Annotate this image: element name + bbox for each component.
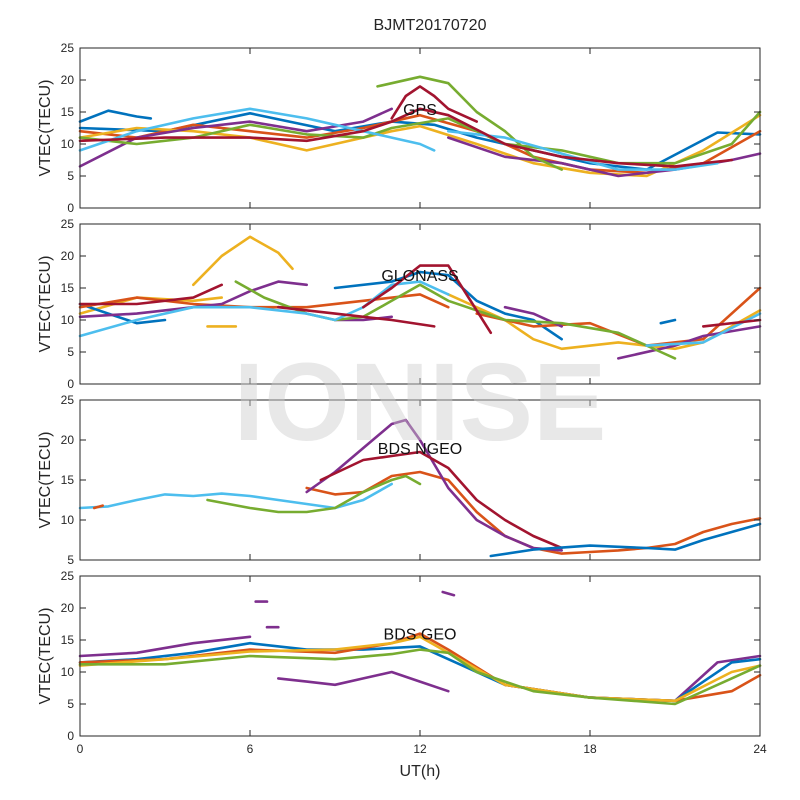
y-tick-label: 20 xyxy=(61,249,75,263)
x-tick-label: 6 xyxy=(247,742,254,756)
y-axis-label: VTEC(TECU) xyxy=(37,256,54,353)
y-tick-label: 15 xyxy=(61,281,75,295)
y-tick-label: 5 xyxy=(67,553,74,567)
panel-annotation: GLONASS xyxy=(381,268,458,285)
series-line-1-4 xyxy=(78,302,167,325)
series-line-2-6 xyxy=(489,522,762,558)
panel-1: 0 5 10 15 20 25 VTEC(TECU) GLONASS xyxy=(37,217,762,391)
series-line-0-3 xyxy=(78,113,762,178)
series-line-1-8 xyxy=(475,286,762,347)
y-tick-label: 10 xyxy=(61,513,75,527)
series-line-0-8 xyxy=(78,107,436,152)
y-tick-label: 5 xyxy=(67,697,74,711)
series-line-3-9 xyxy=(78,648,762,706)
y-tick-label: 5 xyxy=(67,169,74,183)
y-tick-label: 20 xyxy=(61,73,75,87)
y-tick-label: 25 xyxy=(61,393,75,407)
panel-2: 5 10 15 20 25 VTEC(TECU) BDS NGEO xyxy=(37,393,762,567)
series-line-3-4 xyxy=(441,590,456,597)
series-line-1-17 xyxy=(277,305,436,328)
y-tick-label: 10 xyxy=(61,313,75,327)
panel-0: 0 5 10 15 20 25 VTEC(TECU) GPS xyxy=(37,41,762,215)
x-tick-label: 0 xyxy=(77,742,84,756)
plot-area xyxy=(80,400,760,560)
y-axis-label: VTEC(TECU) xyxy=(37,432,54,529)
panel-annotation: BDS GEO xyxy=(384,627,457,644)
series-line-2-1 xyxy=(92,504,104,510)
y-tick-label: 25 xyxy=(61,41,75,55)
series-line-1-9 xyxy=(78,280,308,319)
panel-3: 0 5 10 15 20 25 0 6 12 18 24 VTEC(TECU) BDS GEO UT(h) xyxy=(37,569,767,780)
y-tick-label: 10 xyxy=(61,137,75,151)
y-tick-label: 15 xyxy=(61,473,75,487)
series-line-2-5 xyxy=(319,450,563,550)
x-tick-label: 18 xyxy=(583,742,597,756)
y-tick-label: 20 xyxy=(61,601,75,615)
series-line-2-4 xyxy=(305,418,563,552)
series-line-3-8 xyxy=(78,635,762,703)
series-line-1-18 xyxy=(362,264,493,335)
series-line-0-9 xyxy=(447,129,719,171)
series-line-3-0 xyxy=(78,635,252,658)
y-tick-label: 25 xyxy=(61,569,75,583)
y-tick-label: 10 xyxy=(61,665,75,679)
y-tick-label: 20 xyxy=(61,433,75,447)
panel-annotation: BDS NGEO xyxy=(378,441,462,458)
watermark-text: IONISE xyxy=(234,341,607,464)
series-line-0-6 xyxy=(376,75,563,171)
series-line-1-0 xyxy=(192,235,294,287)
y-tick-label: 0 xyxy=(67,729,74,743)
series-line-3-3 xyxy=(277,670,450,693)
series-line-2-3 xyxy=(206,474,422,514)
x-tick-label: 24 xyxy=(753,742,767,756)
y-axis-label: VTEC(TECU) xyxy=(37,80,54,177)
y-tick-label: 5 xyxy=(67,345,74,359)
series-line-0-11 xyxy=(390,85,478,123)
panel-annotation: GPS xyxy=(403,102,437,119)
series-line-0-0 xyxy=(78,109,153,123)
x-tick-label: 12 xyxy=(413,742,427,756)
y-tick-label: 15 xyxy=(61,105,75,119)
series-line-0-10 xyxy=(78,107,733,168)
series-line-1-1 xyxy=(78,296,223,315)
chart-title: BJMT20170720 xyxy=(374,17,487,34)
series-line-0-7 xyxy=(78,110,762,165)
series-line-1-16 xyxy=(78,283,223,306)
y-tick-label: 15 xyxy=(61,633,75,647)
y-axis-label: VTEC(TECU) xyxy=(37,608,54,705)
y-tick-label: 25 xyxy=(61,217,75,231)
y-tick-label: 0 xyxy=(67,201,74,215)
series-line-1-14 xyxy=(78,280,450,338)
series-line-1-12 xyxy=(617,325,762,360)
x-axis-label: UT(h) xyxy=(400,763,441,780)
series-line-1-19 xyxy=(702,318,762,328)
y-tick-label: 0 xyxy=(67,377,74,391)
series-line-1-6 xyxy=(659,318,677,325)
